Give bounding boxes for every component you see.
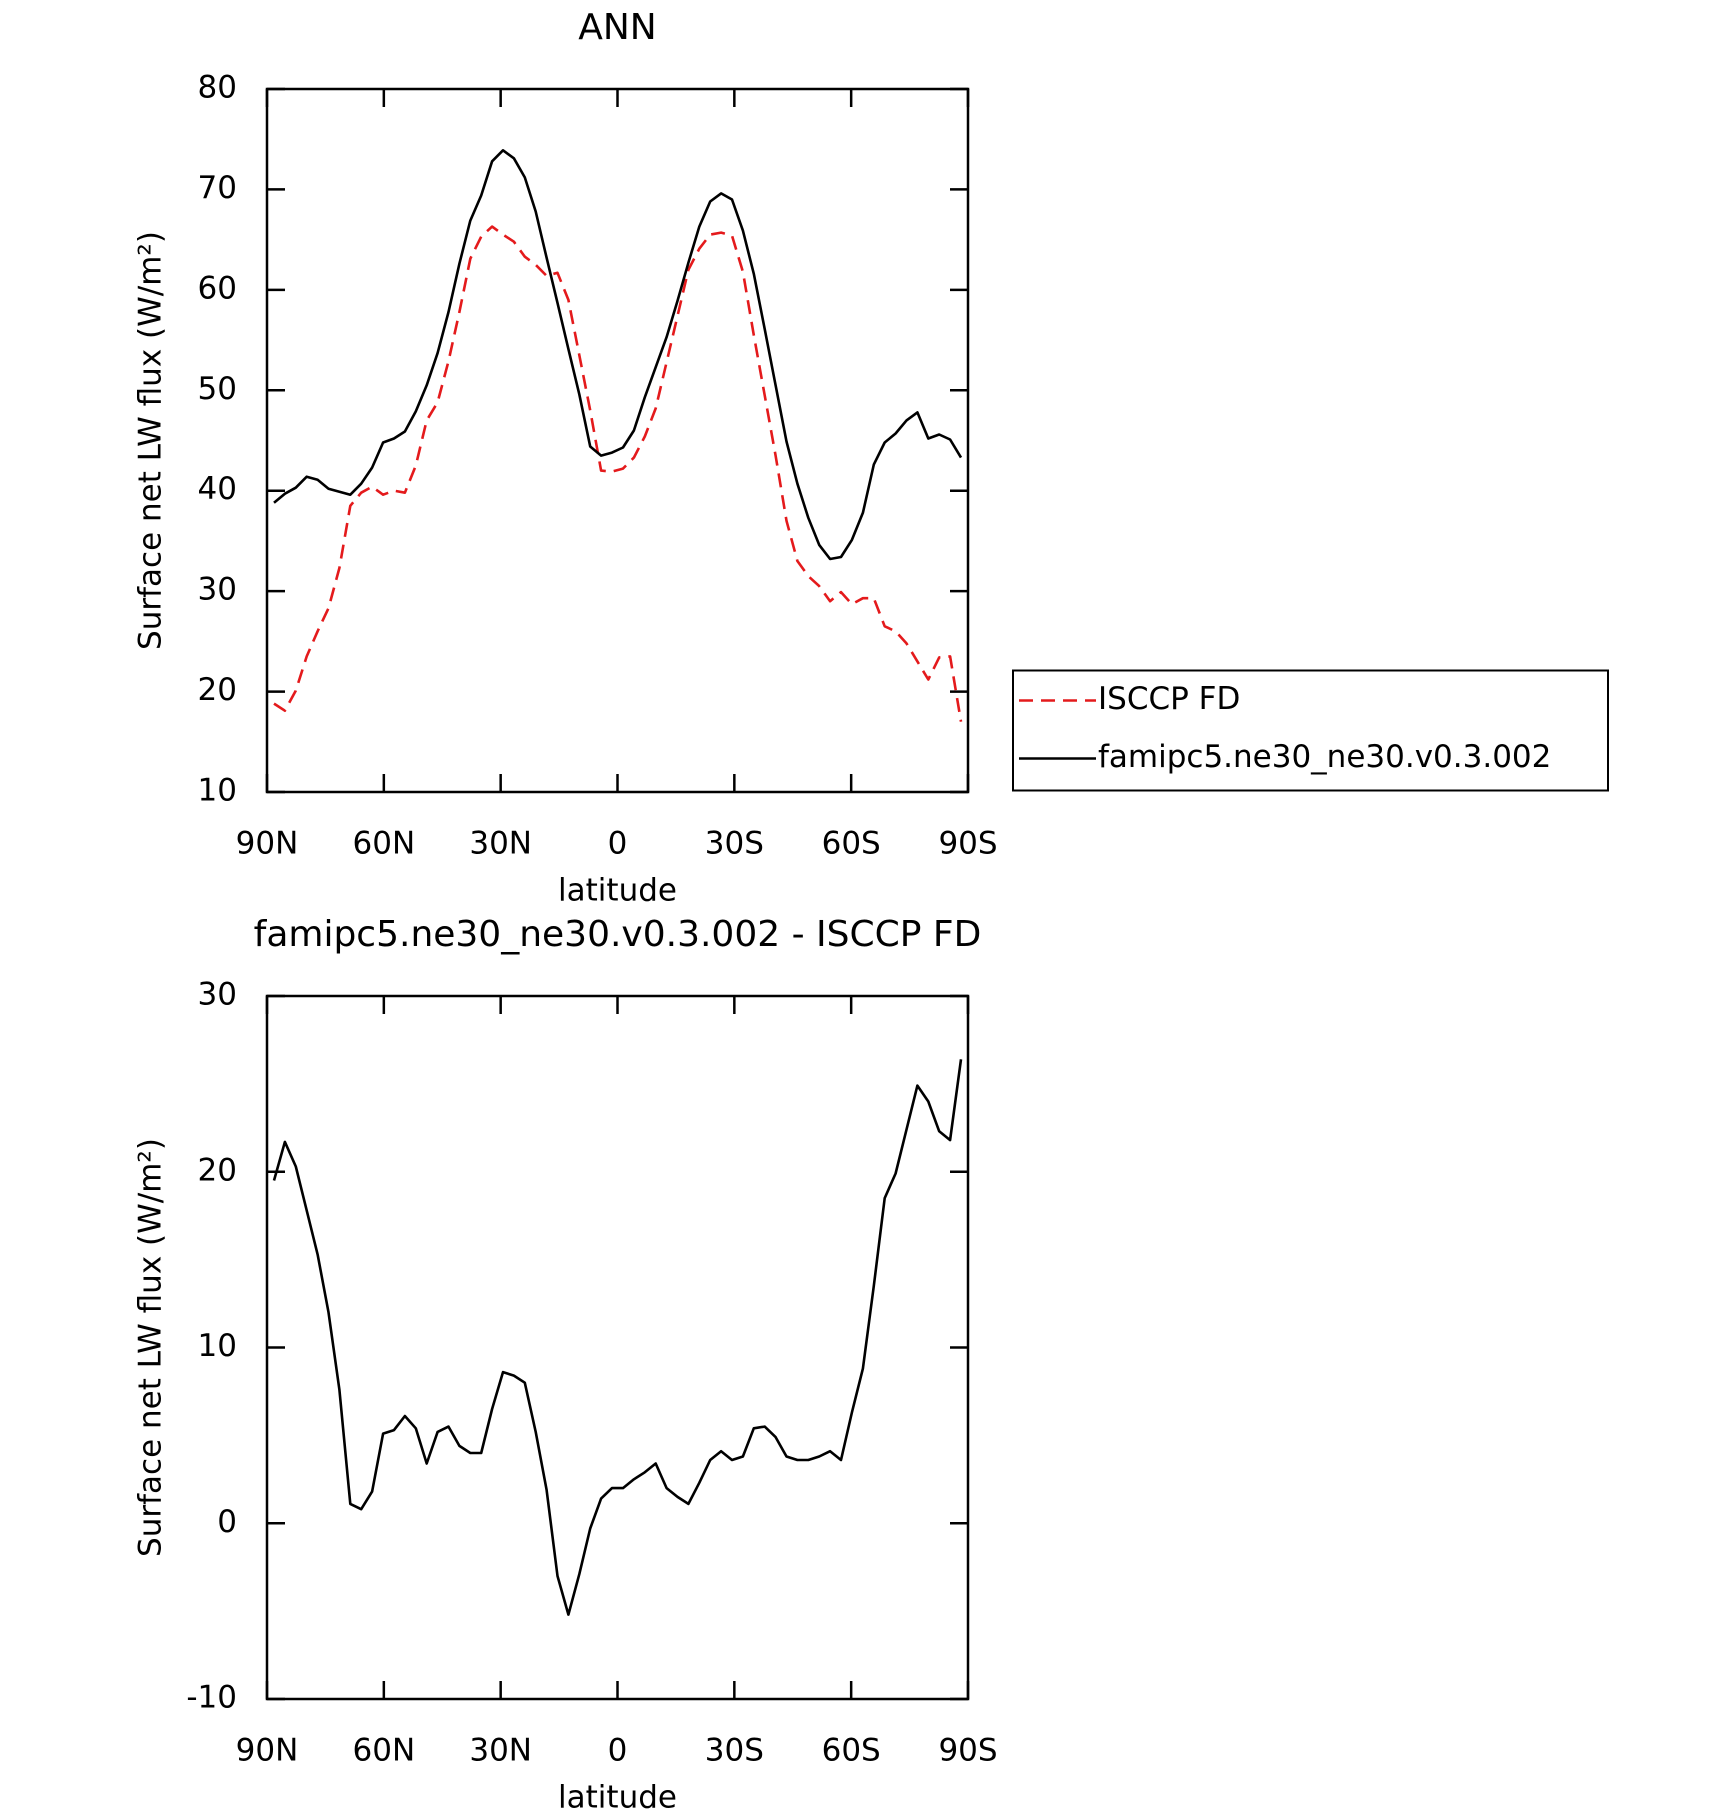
legend-label: famipc5.ne30_ne30.v0.3.002 bbox=[1098, 739, 1551, 775]
x-tick-label: 90N bbox=[236, 826, 299, 862]
y-axis-label: Surface net LW flux (W/m²) bbox=[133, 1138, 169, 1557]
x-tick-label: 30N bbox=[469, 826, 532, 862]
data-line bbox=[273, 149, 963, 561]
x-tick-label: 60S bbox=[822, 1733, 881, 1769]
y-tick-label: 40 bbox=[198, 471, 237, 507]
y-tick-label: 60 bbox=[198, 270, 237, 306]
x-tick-label: 0 bbox=[608, 826, 628, 862]
chart-title: famipc5.ne30_ne30.v0.3.002 - ISCCP FD bbox=[254, 914, 982, 955]
y-tick-label: 0 bbox=[217, 1504, 237, 1540]
x-tick-label: 60N bbox=[353, 826, 416, 862]
x-tick-label: 0 bbox=[608, 1733, 628, 1769]
y-tick-label: 70 bbox=[198, 170, 237, 206]
y-tick-label: 50 bbox=[198, 371, 237, 407]
y-tick-label: 80 bbox=[198, 70, 237, 106]
legend-label: ISCCP FD bbox=[1098, 681, 1240, 717]
y-tick-label: 20 bbox=[198, 672, 237, 708]
y-tick-label: 10 bbox=[198, 1328, 237, 1364]
x-tick-label: 30S bbox=[705, 1733, 764, 1769]
x-axis-label: latitude bbox=[558, 1780, 677, 1816]
plot-frame bbox=[265, 994, 970, 1701]
y-tick-label: 30 bbox=[198, 572, 237, 608]
y-tick-label: 20 bbox=[198, 1152, 237, 1188]
x-tick-label: 90S bbox=[938, 826, 997, 862]
x-tick-label: 90N bbox=[236, 1733, 299, 1769]
x-tick-label: 30S bbox=[705, 826, 764, 862]
legend-box bbox=[1012, 669, 1609, 792]
plot-frame bbox=[265, 87, 970, 794]
x-axis-label: latitude bbox=[558, 873, 677, 909]
y-tick-label: 30 bbox=[198, 977, 237, 1013]
x-tick-label: 60S bbox=[822, 826, 881, 862]
y-tick-label: 10 bbox=[198, 773, 237, 809]
x-tick-label: 30N bbox=[469, 1733, 532, 1769]
x-tick-label: 90S bbox=[938, 1733, 997, 1769]
data-line bbox=[273, 225, 963, 722]
y-axis-label: Surface net LW flux (W/m²) bbox=[133, 231, 169, 650]
x-tick-label: 60N bbox=[353, 1733, 416, 1769]
data-line bbox=[272, 1059, 963, 1616]
chart-title: ANN bbox=[578, 7, 657, 48]
y-tick-label: -10 bbox=[186, 1680, 237, 1716]
